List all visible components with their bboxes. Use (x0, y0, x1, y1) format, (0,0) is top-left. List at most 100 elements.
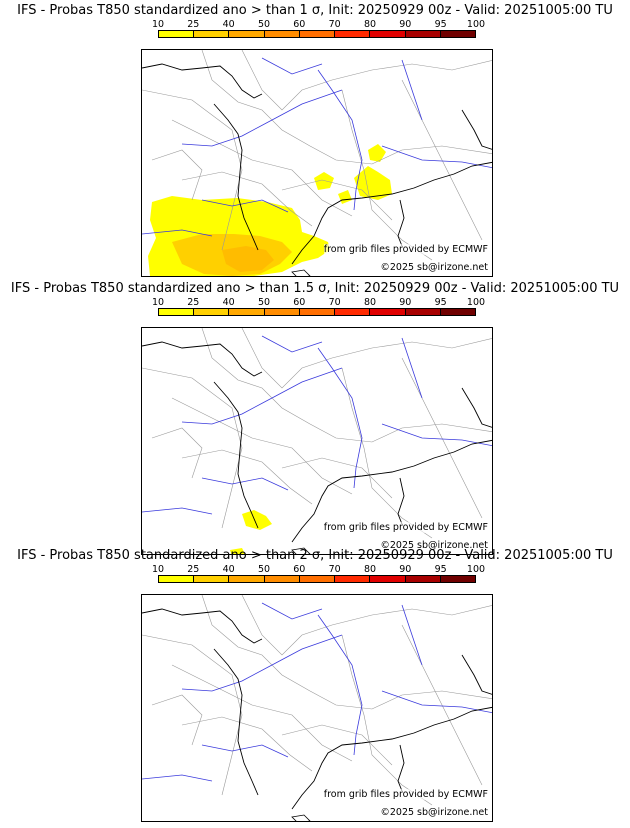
islands (291, 814, 311, 821)
legend-swatch (264, 576, 300, 582)
probability-areas (230, 510, 272, 554)
legend-label: 25 (187, 297, 200, 308)
legend-swatch (370, 31, 406, 37)
islands (291, 547, 311, 554)
legend-swatch (229, 576, 265, 582)
admin-borders (142, 328, 492, 539)
probability-area-pyrenees (242, 510, 272, 530)
legend-label: 60 (293, 297, 306, 308)
legend-label: 95 (434, 297, 447, 308)
legend-label: 10 (151, 564, 165, 575)
legend-label: 50 (257, 297, 271, 308)
legend-swatch (335, 576, 371, 582)
legend-swatch (194, 576, 230, 582)
legend-swatch (405, 576, 441, 582)
legend-label: 90 (399, 564, 412, 575)
legend-swatch (440, 309, 475, 315)
probability-areas (148, 144, 392, 276)
legend-swatch (299, 309, 336, 315)
legend-swatch (299, 31, 336, 37)
legend-swatch (440, 576, 475, 582)
probability-area-pyrenees-2 (230, 548, 245, 554)
legend-color-bar (158, 308, 476, 316)
probability-area-center-40 (222, 246, 274, 272)
color-legend: 10 25 40 50 60 70 80 90 95 100 (152, 19, 485, 45)
coastlines (142, 63, 492, 265)
legend-swatch (159, 31, 195, 37)
legend-label: 80 (363, 19, 377, 30)
source-credit: from grib files provided by ECMWF (323, 522, 488, 533)
legend-color-bar (158, 30, 476, 38)
color-legend: 10 25 40 50 60 70 80 90 95 100 (152, 564, 485, 590)
probability-area-coast-2 (338, 190, 352, 204)
legend-swatch (264, 309, 300, 315)
legend-label: 60 (293, 564, 306, 575)
panel-title: IFS - Probas T850 standardized ano > tha… (17, 548, 613, 563)
legend-swatch (335, 31, 371, 37)
legend-label: 95 (434, 19, 447, 30)
legend-label: 100 (466, 564, 486, 575)
coastlines (142, 608, 492, 810)
legend-labels: 10 25 40 50 60 70 80 90 95 100 (152, 19, 485, 30)
legend-swatch (405, 31, 441, 37)
map-frame: from grib files provided by ECMWF ©2025 … (141, 49, 493, 277)
legend-label: 70 (328, 19, 341, 30)
rivers (142, 602, 492, 782)
map-frame: from grib files provided by ECMWF ©2025 … (141, 327, 493, 555)
legend-label: 80 (363, 564, 377, 575)
source-credit: from grib files provided by ECMWF (323, 244, 488, 255)
legend-label: 70 (328, 564, 341, 575)
legend-swatch (159, 309, 195, 315)
legend-label: 50 (257, 564, 271, 575)
legend-labels: 10 25 40 50 60 70 80 90 95 100 (152, 297, 485, 308)
copyright-credit: ©2025 sb@irizone.net (380, 540, 488, 551)
legend-swatch (299, 576, 336, 582)
legend-swatch (229, 309, 265, 315)
panel-title: IFS - Probas T850 standardized ano > tha… (10, 281, 620, 296)
islands (291, 269, 311, 276)
map-panel-3: IFS - Probas T850 standardized ano > tha… (0, 548, 630, 822)
legend-label: 10 (151, 19, 165, 30)
admin-borders (142, 50, 492, 261)
legend-label: 40 (222, 564, 235, 575)
legend-label: 60 (293, 19, 306, 30)
legend-label: 10 (151, 297, 165, 308)
legend-swatch (159, 576, 195, 582)
rivers (142, 57, 492, 237)
map-panel-2: IFS - Probas T850 standardized ano > tha… (0, 281, 630, 555)
legend-swatch (440, 31, 475, 37)
legend-color-bar (158, 575, 476, 583)
legend-label: 90 (399, 19, 412, 30)
legend-swatch (229, 31, 265, 37)
map-canvas (142, 595, 492, 821)
legend-label: 90 (399, 297, 412, 308)
legend-label: 95 (434, 564, 447, 575)
legend-label: 100 (466, 297, 486, 308)
probability-area-alps-2 (368, 144, 386, 162)
legend-swatch (335, 309, 371, 315)
legend-label: 50 (257, 19, 271, 30)
legend-label: 70 (328, 297, 341, 308)
copyright-credit: ©2025 sb@irizone.net (380, 807, 488, 818)
map-frame: from grib files provided by ECMWF ©2025 … (141, 594, 493, 822)
map-canvas (142, 328, 492, 554)
legend-label: 25 (187, 19, 200, 30)
legend-label: 80 (363, 297, 377, 308)
legend-swatch (194, 309, 230, 315)
source-credit: from grib files provided by ECMWF (323, 789, 488, 800)
legend-label: 40 (222, 19, 235, 30)
legend-swatch (370, 576, 406, 582)
map-canvas (142, 50, 492, 276)
coastlines (142, 341, 492, 543)
probability-area-coast (314, 172, 334, 190)
legend-labels: 10 25 40 50 60 70 80 90 95 100 (152, 564, 485, 575)
color-legend: 10 25 40 50 60 70 80 90 95 100 (152, 297, 485, 323)
legend-swatch (405, 309, 441, 315)
admin-borders (142, 595, 492, 806)
panel-title: IFS - Probas T850 standardized ano > tha… (17, 3, 613, 18)
copyright-credit: ©2025 sb@irizone.net (380, 262, 488, 273)
legend-swatch (194, 31, 230, 37)
map-panel-1: IFS - Probas T850 standardized ano > tha… (0, 3, 630, 277)
legend-label: 40 (222, 297, 235, 308)
legend-label: 25 (187, 564, 200, 575)
